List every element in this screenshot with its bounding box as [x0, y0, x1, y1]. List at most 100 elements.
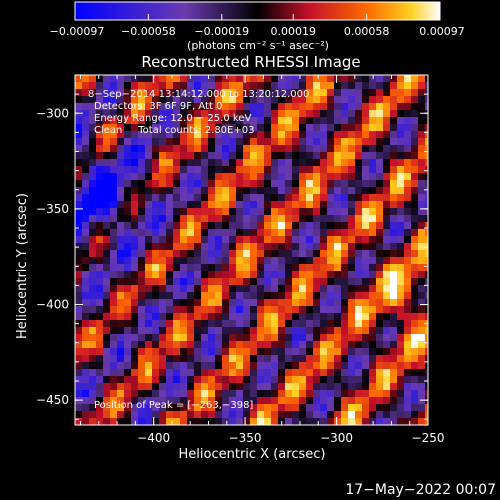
heatmap-cell	[376, 180, 384, 188]
heatmap-cell	[166, 222, 174, 230]
x-tick-label: −250	[412, 431, 445, 445]
heatmap-cell	[383, 201, 391, 209]
heatmap-cell	[271, 75, 279, 83]
heatmap-cell	[110, 299, 118, 307]
heatmap-cell	[320, 264, 328, 272]
heatmap-cell	[264, 404, 272, 412]
heatmap-cell	[222, 222, 230, 230]
heatmap-cell	[257, 166, 265, 174]
heatmap-cell	[271, 390, 279, 398]
annotation-detectors: Detectors: 3F 6F 9F, Att 0	[94, 101, 222, 112]
heatmap-cell	[124, 180, 132, 188]
heatmap-cell	[299, 145, 307, 153]
heatmap-cell	[299, 418, 307, 425]
heatmap-cell	[313, 180, 321, 188]
heatmap-cell	[369, 404, 377, 412]
heatmap-cell	[292, 208, 300, 216]
heatmap-cell	[187, 103, 195, 111]
heatmap-cell	[236, 397, 244, 405]
heatmap-cell	[257, 411, 265, 419]
heatmap-cell	[166, 390, 174, 398]
heatmap-cell	[362, 404, 370, 412]
heatmap-cell	[299, 117, 307, 125]
heatmap-cell	[194, 243, 202, 251]
heatmap-cell	[390, 278, 398, 286]
heatmap-cell	[278, 166, 286, 174]
heatmap-cell	[411, 159, 419, 167]
heatmap-cell	[152, 320, 160, 328]
heatmap-cell	[362, 82, 370, 90]
heatmap-cell	[285, 222, 293, 230]
heatmap-cell	[271, 138, 279, 146]
heatmap-cell	[152, 334, 160, 342]
heatmap-cell	[208, 376, 216, 384]
heatmap-cell	[89, 152, 97, 160]
heatmap-cell	[376, 355, 384, 363]
heatmap-cell	[271, 124, 279, 132]
heatmap-cell	[257, 138, 265, 146]
heatmap-cell	[390, 145, 398, 153]
heatmap-cell	[96, 341, 104, 349]
heatmap-cell	[145, 187, 153, 195]
heatmap-cell	[145, 222, 153, 230]
heatmap-cell	[362, 145, 370, 153]
heatmap-cell	[341, 201, 349, 209]
heatmap-cell	[201, 348, 209, 356]
heatmap-cell	[173, 187, 181, 195]
heatmap-cell	[327, 278, 335, 286]
heatmap-cell	[222, 355, 230, 363]
heatmap-cell	[138, 383, 146, 391]
heatmap-cell	[201, 243, 209, 251]
heatmap-cell	[145, 117, 153, 125]
heatmap-cell	[89, 138, 97, 146]
heatmap-cell	[271, 187, 279, 195]
heatmap-cell	[243, 362, 251, 370]
heatmap-cell	[236, 110, 244, 118]
heatmap-cell	[404, 145, 412, 153]
heatmap-cell	[369, 278, 377, 286]
heatmap-cell	[257, 103, 265, 111]
heatmap-cell	[131, 306, 139, 314]
heatmap-cell	[278, 341, 286, 349]
heatmap-cell	[292, 285, 300, 293]
heatmap-cell	[390, 187, 398, 195]
heatmap-cell	[124, 299, 132, 307]
heatmap-cell	[404, 334, 412, 342]
heatmap-cell	[250, 313, 258, 321]
heatmap-cell	[243, 173, 251, 181]
y-tick-label: −300	[36, 106, 69, 120]
heatmap-cell	[390, 103, 398, 111]
heatmap-cell	[376, 201, 384, 209]
heatmap-cell	[348, 96, 356, 104]
heatmap-cell	[257, 327, 265, 335]
heatmap-cell	[124, 138, 132, 146]
heatmap-cell	[264, 75, 272, 83]
heatmap-cell	[299, 257, 307, 265]
heatmap-cell	[306, 278, 314, 286]
heatmap-cell	[201, 264, 209, 272]
heatmap-cell	[82, 222, 90, 230]
heatmap-cell	[341, 236, 349, 244]
heatmap-cell	[215, 362, 223, 370]
heatmap-cell	[117, 208, 125, 216]
heatmap-cell	[355, 110, 363, 118]
heatmap-cell	[75, 418, 83, 425]
heatmap-cell	[89, 271, 97, 279]
heatmap-cell	[243, 194, 251, 202]
heatmap-cell	[229, 152, 237, 160]
heatmap-cell	[425, 194, 428, 202]
heatmap-cell	[222, 75, 230, 83]
heatmap-cell	[376, 250, 384, 258]
heatmap-cell	[334, 222, 342, 230]
heatmap-cell	[425, 285, 428, 293]
heatmap-cell	[96, 383, 104, 391]
heatmap-cell	[327, 292, 335, 300]
heatmap-cell	[166, 348, 174, 356]
heatmap-cell	[299, 124, 307, 132]
heatmap-cell	[369, 348, 377, 356]
heatmap-cell	[180, 390, 188, 398]
heatmap-cell	[285, 306, 293, 314]
heatmap-cell	[131, 348, 139, 356]
heatmap-cell	[404, 292, 412, 300]
heatmap-cell	[138, 348, 146, 356]
